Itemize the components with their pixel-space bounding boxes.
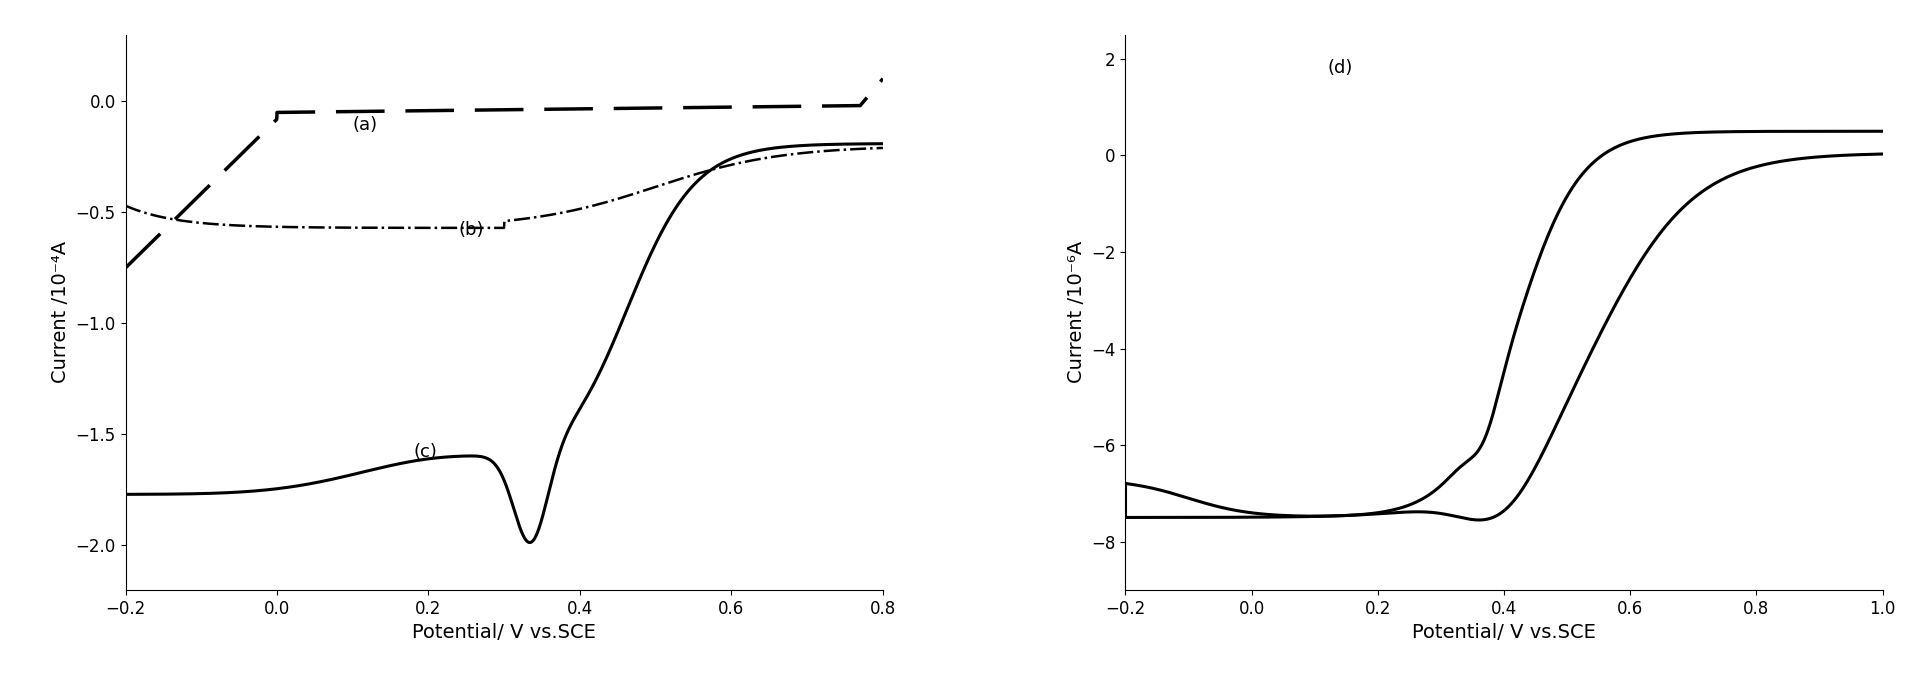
Text: (b): (b)	[459, 221, 484, 239]
Text: (d): (d)	[1326, 59, 1351, 77]
Y-axis label: Current /10⁻⁴A: Current /10⁻⁴A	[50, 242, 69, 383]
Text: (a): (a)	[353, 116, 378, 134]
Text: (c): (c)	[413, 443, 436, 461]
X-axis label: Potential/ V vs.SCE: Potential/ V vs.SCE	[413, 623, 596, 642]
Y-axis label: Current /10⁻⁶A: Current /10⁻⁶A	[1065, 242, 1085, 383]
X-axis label: Potential/ V vs.SCE: Potential/ V vs.SCE	[1411, 623, 1594, 642]
